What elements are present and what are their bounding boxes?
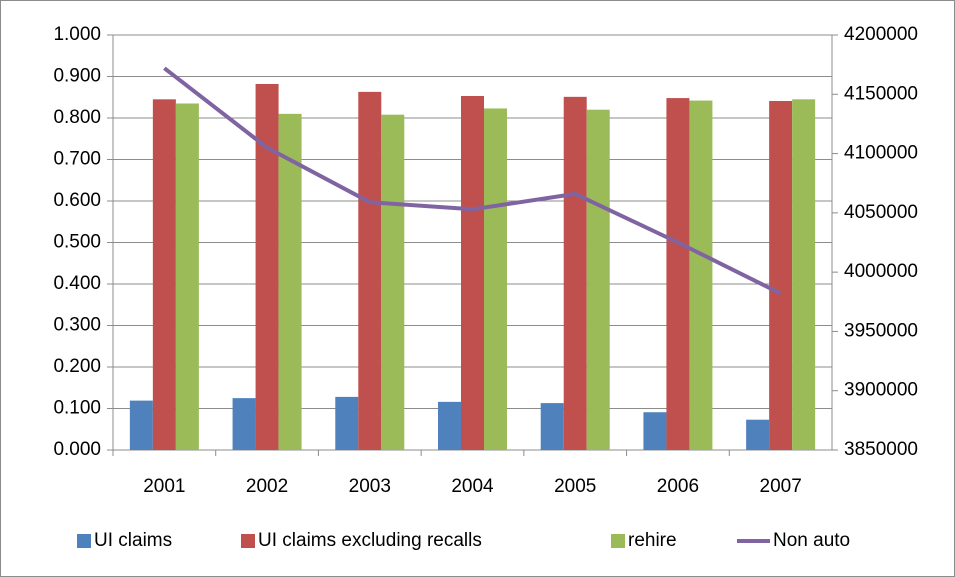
bar bbox=[586, 109, 610, 450]
y2-tick-label: 3850000 bbox=[844, 439, 918, 460]
y2-tick-label: 4200000 bbox=[844, 24, 918, 45]
line-series bbox=[163, 66, 782, 296]
bar bbox=[335, 396, 359, 450]
bar bbox=[643, 412, 667, 450]
y2-tick-label: 4050000 bbox=[844, 202, 918, 223]
y-tick-label: 0.100 bbox=[53, 398, 101, 419]
y-tick-label: 0.000 bbox=[53, 439, 101, 460]
y-tick-label: 0.300 bbox=[53, 315, 101, 336]
legend-label: rehire bbox=[628, 530, 677, 551]
y2-tick-label: 4100000 bbox=[844, 143, 918, 164]
y-tick-label: 0.400 bbox=[53, 273, 101, 294]
bar bbox=[255, 83, 279, 450]
bar bbox=[152, 99, 176, 450]
x-tick-label: 2005 bbox=[554, 476, 596, 497]
bar bbox=[278, 113, 302, 450]
y-tick-label: 0.800 bbox=[53, 107, 101, 128]
y2-tick-label: 4150000 bbox=[844, 83, 918, 104]
bar bbox=[358, 91, 382, 450]
x-tick-label: 2007 bbox=[760, 476, 802, 497]
bar bbox=[792, 99, 816, 450]
bar bbox=[232, 398, 256, 450]
legend-swatch bbox=[241, 534, 255, 548]
y2-tick-label: 3950000 bbox=[844, 320, 918, 341]
legend-label: UI claims excluding recalls bbox=[258, 530, 482, 551]
legend-label: Non auto bbox=[773, 530, 850, 551]
y-tick-label: 0.200 bbox=[53, 356, 101, 377]
y-tick-label: 0.500 bbox=[53, 232, 101, 253]
legend-label: UI claims bbox=[94, 530, 172, 551]
y-tick-label: 0.600 bbox=[53, 190, 101, 211]
bar bbox=[540, 403, 564, 450]
bar bbox=[563, 96, 587, 451]
x-tick-label: 2002 bbox=[246, 476, 288, 497]
bar bbox=[666, 98, 690, 450]
y-tick-label: 1.000 bbox=[53, 24, 101, 45]
legend-swatch bbox=[611, 534, 625, 548]
bar bbox=[484, 108, 507, 450]
x-tick-label: 2006 bbox=[657, 476, 699, 497]
bar bbox=[175, 103, 199, 450]
bar bbox=[769, 100, 793, 451]
bar bbox=[746, 419, 770, 450]
legend-swatch bbox=[77, 534, 91, 548]
x-tick-label: 2004 bbox=[451, 476, 494, 497]
bar bbox=[461, 96, 484, 450]
bar bbox=[381, 114, 405, 451]
x-tick-label: 2001 bbox=[143, 476, 185, 497]
y-tick-label: 0.900 bbox=[53, 66, 101, 87]
y-tick-label: 0.700 bbox=[53, 149, 101, 170]
y2-tick-label: 3900000 bbox=[844, 380, 918, 401]
bar bbox=[689, 100, 713, 450]
bar bbox=[438, 401, 461, 450]
x-tick-label: 2003 bbox=[349, 476, 391, 497]
bar bbox=[129, 400, 153, 450]
y2-tick-label: 4000000 bbox=[844, 261, 918, 282]
